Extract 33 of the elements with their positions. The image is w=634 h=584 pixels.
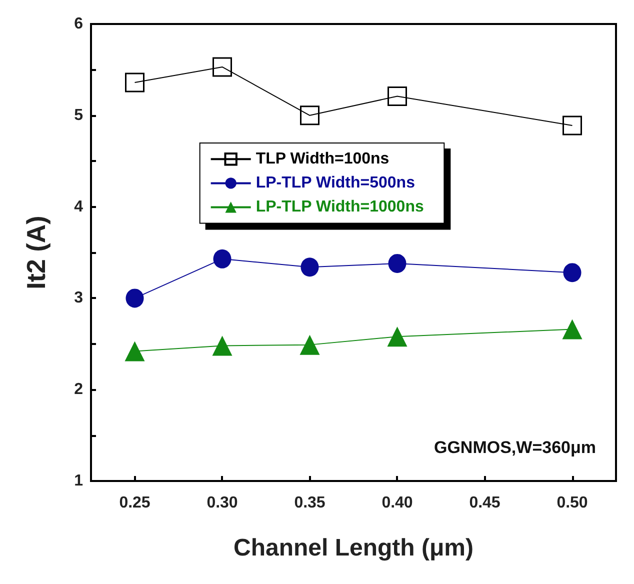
point (388, 254, 406, 273)
y-tick-label: 2 (74, 381, 84, 398)
point (213, 249, 232, 268)
x-tick-label: 0.40 (382, 494, 413, 512)
point (562, 116, 582, 136)
point (563, 263, 582, 282)
point (124, 341, 145, 362)
x-tick-label: 0.50 (556, 494, 588, 512)
point (125, 72, 144, 92)
y-tick-label: 5 (74, 106, 84, 124)
x-tick-label: 0.35 (294, 494, 326, 512)
point (562, 319, 582, 340)
legend-label: TLP Width=100ns (256, 150, 390, 168)
x-tick-label: 0.30 (206, 494, 238, 512)
y-axis-title: It2 (A) (21, 216, 51, 290)
y-tick-label: 4 (74, 198, 84, 216)
annotation: GGNMOS,W=360μm (434, 438, 596, 457)
legend-label: LP-TLP Width=1000ns (256, 198, 424, 216)
point (300, 258, 319, 277)
y-tick-label: 3 (74, 290, 84, 307)
point (212, 57, 232, 77)
x-tick-label: 0.45 (469, 494, 500, 512)
legend-label: LP-TLP Width=500ns (256, 174, 416, 192)
x-axis-title: Channel Length (μm) (234, 534, 474, 562)
y-tick-label: 6 (74, 16, 84, 32)
point (300, 334, 320, 355)
y-tick-label: 1 (74, 472, 84, 490)
point (126, 288, 144, 308)
point (388, 86, 407, 106)
x-tick-label: 0.25 (119, 494, 150, 512)
point (212, 336, 232, 356)
point (387, 326, 408, 347)
point (300, 106, 320, 126)
